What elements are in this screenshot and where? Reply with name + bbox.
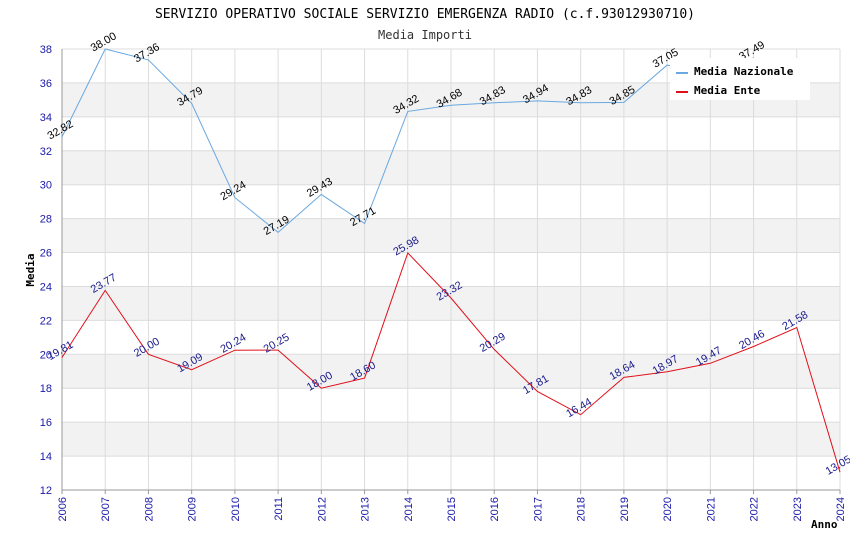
y-tick-18: 18 — [40, 383, 52, 395]
y-tick-22: 22 — [40, 315, 52, 327]
x-tick-2019: 2019 — [619, 497, 631, 521]
y-tick-36: 36 — [40, 78, 52, 90]
y-tick-26: 26 — [40, 248, 52, 260]
y-tick-28: 28 — [40, 214, 52, 226]
x-tick-2008: 2008 — [143, 497, 155, 521]
grid-lines — [61, 48, 841, 491]
legend-box — [670, 58, 810, 100]
y-tick-12: 12 — [40, 485, 52, 497]
y-tick-labels: 12 14 16 18 20 22 24 26 28 30 32 34 36 38 — [40, 44, 52, 497]
legend-label-nazionale: Media Nazionale — [694, 65, 794, 78]
y-tick-20: 20 — [40, 349, 52, 361]
x-tick-2017: 2017 — [532, 497, 544, 521]
y-tick-30: 30 — [40, 180, 52, 192]
y-tick-24: 24 — [40, 281, 52, 293]
legend: Media Nazionale Media Ente — [670, 58, 810, 100]
series-lines — [61, 48, 841, 473]
x-tick-labels: 2006 2007 2008 2009 2010 2011 2012 2013 2014 2015… — [57, 497, 847, 521]
series-line-nazionale — [61, 48, 754, 234]
chart-title: SERVIZIO OPERATIVO SOCIALE SERVIZIO EMER… — [155, 7, 695, 22]
x-tick-2010: 2010 — [230, 497, 242, 521]
x-tick-2011: 2011 — [273, 497, 285, 521]
x-tick-2006: 2006 — [57, 497, 69, 521]
axes — [61, 49, 841, 494]
x-tick-2022: 2022 — [749, 497, 761, 521]
x-tick-2013: 2013 — [360, 497, 372, 521]
x-tick-2023: 2023 — [792, 497, 804, 521]
x-tick-2012: 2012 — [316, 497, 328, 521]
y-tick-32: 32 — [40, 146, 52, 158]
y-axis-label: Media — [24, 253, 37, 286]
y-tick-16: 16 — [40, 417, 52, 429]
series-line-ente — [61, 251, 841, 473]
y-tick-34: 34 — [40, 112, 52, 124]
x-tick-2009: 2009 — [187, 497, 199, 521]
x-tick-2016: 2016 — [489, 497, 501, 521]
y-tick-14: 14 — [40, 451, 52, 463]
x-tick-2007: 2007 — [100, 497, 112, 521]
x-tick-2021: 2021 — [705, 497, 717, 521]
x-tick-2024: 2024 — [835, 497, 847, 521]
legend-label-ente: Media Ente — [694, 84, 761, 97]
x-tick-2015: 2015 — [446, 497, 458, 521]
y-tick-38: 38 — [40, 44, 52, 56]
chart-subtitle: Media Importi — [378, 28, 472, 42]
x-tick-2018: 2018 — [576, 497, 588, 521]
x-tick-2014: 2014 — [403, 497, 415, 521]
x-tick-2020: 2020 — [662, 497, 674, 521]
x-axis-label: Anno — [811, 518, 838, 531]
